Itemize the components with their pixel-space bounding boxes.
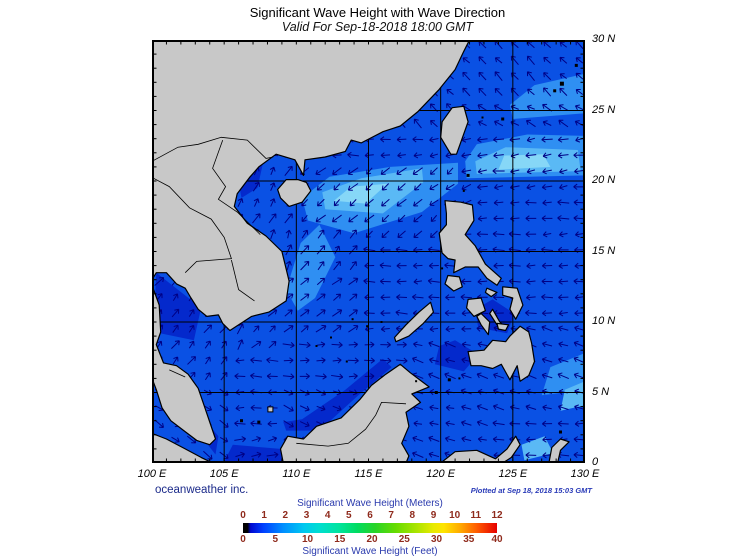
lon-axis-label: 120 E: [426, 468, 456, 480]
lat-axis-label: 0: [592, 456, 599, 468]
plotted-timestamp: Plotted at Sep 18, 2018 15:03 GMT: [470, 486, 592, 495]
lat-axis-label: 25 N: [592, 103, 616, 116]
colorbar-feet-tick: 20: [366, 534, 378, 545]
colorbar-feet-tick: 25: [398, 534, 410, 545]
colorbar-meter-tick: 12: [491, 510, 503, 521]
colorbar-gradient: [243, 523, 497, 533]
colorbar-feet-tick: 30: [430, 534, 443, 545]
colorbar-meter-tick: 2: [282, 510, 289, 521]
lon-axis-label: 105 E: [209, 468, 239, 480]
wave-map: [151, 40, 585, 463]
islets: [240, 63, 578, 434]
longitude-axis: 100 E 105 E 110 E 115 E 120 E 125 E 130 E: [138, 468, 600, 484]
colorbar-feet-tick: 35: [463, 534, 475, 545]
colorbar-meter-tick: 6: [367, 510, 373, 521]
lon-axis-label: 125 E: [498, 468, 528, 480]
wave-map-svg: [151, 40, 585, 463]
lat-axis-label: 5 N: [592, 385, 610, 398]
colorbar-meter-tick: 10: [449, 510, 461, 521]
colorbar-meter-tick: 1: [261, 510, 267, 521]
lon-axis-label: 110 E: [282, 468, 311, 480]
colorbar-meter-tick: 8: [409, 510, 416, 521]
lat-axis-label: 10 N: [592, 315, 616, 327]
latitude-axis: 30 N 25 N 20 N 15 N 10 N 5 N 0: [592, 33, 637, 468]
country-borders: [151, 136, 407, 447]
colorbar-title-feet: Significant Wave Height (Feet): [302, 546, 438, 557]
lon-axis-label: 115 E: [354, 468, 383, 480]
colorbar-feet-ticks: 0 5 10 15 20 25 30 35 40: [240, 534, 502, 545]
colorbar-meter-tick: 0: [240, 510, 246, 521]
lat-axis-label: 30 N: [592, 33, 616, 45]
colorbar-meter-tick: 5: [346, 510, 352, 521]
colorbar-feet-tick: 40: [491, 534, 503, 545]
colorbar-feet-tick: 15: [334, 534, 346, 545]
page-title: Significant Wave Height with Wave Direct…: [249, 5, 506, 20]
map-frame: [152, 40, 585, 463]
colorbar-feet-tick: 10: [301, 534, 314, 545]
colorbar-title-meters: Significant Wave Height (Meters): [297, 498, 443, 509]
colorbar-meter-tick: 4: [324, 510, 331, 521]
colorbar-feet-tick: 5: [272, 534, 279, 545]
colorbar-feet-tick: 0: [240, 534, 246, 545]
valid-time-subtitle: Valid For Sep-18-2018 18:00 GMT: [281, 20, 474, 34]
colorbar-meter-ticks: 0 1 2 3 4 5 6 7 8 9 10 11 12: [240, 510, 502, 521]
colorbar-meter-tick: 11: [470, 510, 482, 521]
lon-axis-label: 130 E: [570, 468, 600, 480]
colorbar-meter-tick: 9: [430, 510, 437, 521]
lon-axis-label: 100 E: [137, 468, 167, 480]
lat-axis-label: 20 N: [592, 174, 616, 186]
oceanweather-credit: oceanweather inc.: [155, 484, 249, 496]
lat-axis-label: 15 N: [592, 244, 616, 257]
colorbar-meter-tick: 3: [303, 510, 310, 521]
colorbar-meter-tick: 7: [388, 510, 394, 521]
